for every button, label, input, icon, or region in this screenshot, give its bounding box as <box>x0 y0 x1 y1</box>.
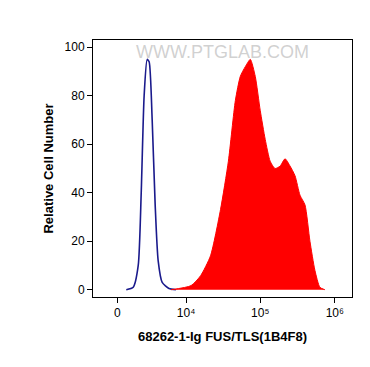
svg-text:100: 100 <box>65 40 85 54</box>
svg-text:0: 0 <box>78 283 85 297</box>
svg-text:0: 0 <box>114 306 121 320</box>
svg-text:Relative Cell Number: Relative Cell Number <box>41 103 56 233</box>
svg-text:WWW.PTGLAB.COM: WWW.PTGLAB.COM <box>136 42 309 62</box>
svg-text:10⁵: 10⁵ <box>251 306 269 320</box>
svg-text:60: 60 <box>71 137 85 151</box>
svg-text:10⁴: 10⁴ <box>177 306 196 320</box>
svg-text:20: 20 <box>71 234 85 248</box>
svg-text:80: 80 <box>71 89 85 103</box>
svg-text:40: 40 <box>71 186 85 200</box>
svg-text:68262-1-Ig FUS/TLS(1B4F8): 68262-1-Ig FUS/TLS(1B4F8) <box>138 329 307 344</box>
svg-text:10⁶: 10⁶ <box>326 306 344 320</box>
